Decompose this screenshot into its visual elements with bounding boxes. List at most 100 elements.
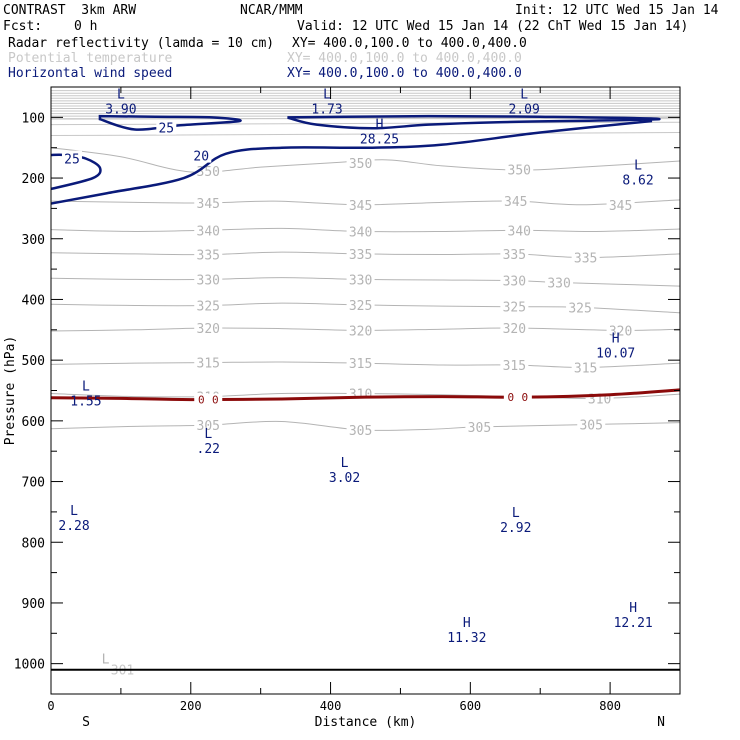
extremum-low-marker: L bbox=[512, 506, 520, 521]
theta-contour-label: 335 bbox=[574, 252, 597, 267]
theta-label-bg bbox=[194, 162, 223, 178]
theta-contour-label: 320 bbox=[197, 322, 220, 337]
extremum-low-marker: L bbox=[323, 88, 331, 103]
extremum-low-marker: L bbox=[70, 504, 78, 519]
extremum-high-marker: H bbox=[629, 601, 637, 616]
wind-contour-label: 25 bbox=[64, 153, 80, 168]
theta-contour-label: 320 bbox=[609, 324, 632, 339]
theta-contour-upper bbox=[50, 121, 681, 126]
extremum-low-marker: L bbox=[117, 88, 125, 103]
theta-label-bg bbox=[194, 354, 223, 370]
extremum-value: 3.90 bbox=[105, 103, 136, 118]
theta-contour-label: 315 bbox=[197, 357, 220, 372]
reflectivity-contour-label: 0 bbox=[198, 394, 205, 407]
extremum-low-marker: L bbox=[204, 427, 212, 442]
extremum-value: 11.32 bbox=[447, 631, 486, 646]
extremum-value: 2.28 bbox=[58, 519, 89, 534]
theta-contour-label: 315 bbox=[503, 359, 526, 374]
extremum-value: 12.21 bbox=[614, 616, 653, 631]
theta-contour-upper bbox=[50, 132, 681, 137]
theta-contour-label: 325 bbox=[568, 301, 591, 316]
theta-label-bg bbox=[571, 359, 600, 375]
x-tick-label: 800 bbox=[599, 699, 621, 713]
y-tick-label: 700 bbox=[22, 476, 45, 491]
theta-contour-label: 310 bbox=[349, 388, 372, 403]
theta-label-bg bbox=[505, 222, 534, 238]
theta-label-bg bbox=[346, 223, 375, 239]
extremum-low-marker: L bbox=[341, 456, 349, 471]
theta-contour-label: 330 bbox=[349, 273, 372, 288]
wind-label-bg bbox=[191, 147, 212, 163]
extremum-value: 3.02 bbox=[329, 471, 360, 486]
theta-contour-label: 335 bbox=[349, 248, 372, 263]
field-xy-theta: XY= 400.0,100.0 to 400.0,400.0 bbox=[287, 51, 522, 66]
theta-label-bg bbox=[346, 296, 375, 312]
chart-source: NCAR/MMM bbox=[240, 3, 303, 18]
y-tick-label: 900 bbox=[22, 597, 45, 612]
extremum-low-marker: L bbox=[634, 159, 642, 174]
extremum-low-marker: L bbox=[82, 380, 90, 395]
extremum-value: 2.92 bbox=[500, 521, 531, 536]
theta-contour-label: 305 bbox=[579, 418, 602, 433]
theta-label-bg bbox=[346, 154, 375, 170]
extremum-high-marker: H bbox=[376, 117, 384, 132]
extremum-value: 28.25 bbox=[360, 132, 399, 147]
theta-label-bg bbox=[194, 222, 223, 238]
field-name-theta: Potential temperature bbox=[8, 51, 173, 66]
theta-label-bg bbox=[566, 299, 595, 315]
theta-contour-label: 330 bbox=[197, 273, 220, 288]
theta-contour-label: 345 bbox=[197, 197, 220, 212]
extremum-value: 1.55 bbox=[70, 395, 101, 410]
theta-label-bg bbox=[346, 322, 375, 338]
theta-label-bg bbox=[500, 245, 529, 261]
y-tick-label: 500 bbox=[22, 354, 45, 369]
reflectivity-contour-label: 0 bbox=[522, 391, 529, 404]
theta-label-bg bbox=[500, 272, 529, 288]
fcst-value: 0 h bbox=[74, 19, 98, 34]
theta-contour-label: 335 bbox=[197, 249, 220, 264]
y-tick-label: 200 bbox=[22, 172, 45, 187]
theta-label-bg bbox=[505, 161, 534, 177]
field-name-reflectivity: Radar reflectivity (lamda = 10 cm) bbox=[8, 36, 275, 51]
field-name-wind: Horizontal wind speed bbox=[8, 66, 173, 81]
chart-title: CONTRAST 3km ARW bbox=[3, 3, 137, 18]
theta-label-bg bbox=[577, 416, 606, 432]
extremum-low-marker: L bbox=[520, 88, 528, 103]
field-xy-wind: XY= 400.0,100.0 to 400.0,400.0 bbox=[287, 66, 522, 81]
reflectivity-contour-label: 0 bbox=[508, 391, 515, 404]
theta-label-bg bbox=[194, 319, 223, 335]
x-tick-label: 0 bbox=[47, 699, 54, 713]
theta-contour-label: 305 bbox=[349, 424, 372, 439]
theta-contour-label: 330 bbox=[547, 276, 570, 291]
y-tick-label: 300 bbox=[22, 233, 45, 248]
y-tick-label: 800 bbox=[22, 536, 45, 551]
theta-label-bg bbox=[500, 319, 529, 335]
wind-contour-label: 25 bbox=[158, 122, 174, 137]
extremum-low-marker: L bbox=[102, 653, 110, 668]
x-tick-label: 200 bbox=[180, 699, 202, 713]
theta-contour-label: 345 bbox=[609, 199, 632, 214]
y-tick-label: 1000 bbox=[14, 658, 45, 673]
reflectivity-contour-label: 0 bbox=[212, 394, 219, 407]
theta-label-bg bbox=[501, 193, 530, 209]
theta-contour-label: 350 bbox=[349, 157, 372, 172]
extremum-value: 10.07 bbox=[596, 347, 635, 362]
y-axis-title: Pressure (hPa) bbox=[3, 336, 18, 446]
theta-label-bg bbox=[194, 246, 223, 262]
fcst-label: Fcst: bbox=[3, 19, 43, 34]
y-tick-label: 600 bbox=[22, 415, 45, 430]
theta-label-bg bbox=[346, 421, 375, 437]
theta-contour-label: 335 bbox=[503, 248, 526, 263]
theta-label-bg bbox=[346, 355, 375, 371]
wind-contour bbox=[50, 119, 653, 205]
extremum-high-marker: H bbox=[463, 616, 471, 631]
theta-label-bg bbox=[194, 297, 223, 313]
y-tick-label: 400 bbox=[22, 293, 45, 308]
wind-contour bbox=[98, 114, 242, 131]
theta-label-bg bbox=[500, 357, 529, 373]
theta-contour-label: 320 bbox=[503, 322, 526, 337]
theta-label-bg bbox=[545, 274, 574, 290]
theta-label-bg bbox=[194, 271, 223, 287]
theta-label-bg bbox=[346, 271, 375, 287]
